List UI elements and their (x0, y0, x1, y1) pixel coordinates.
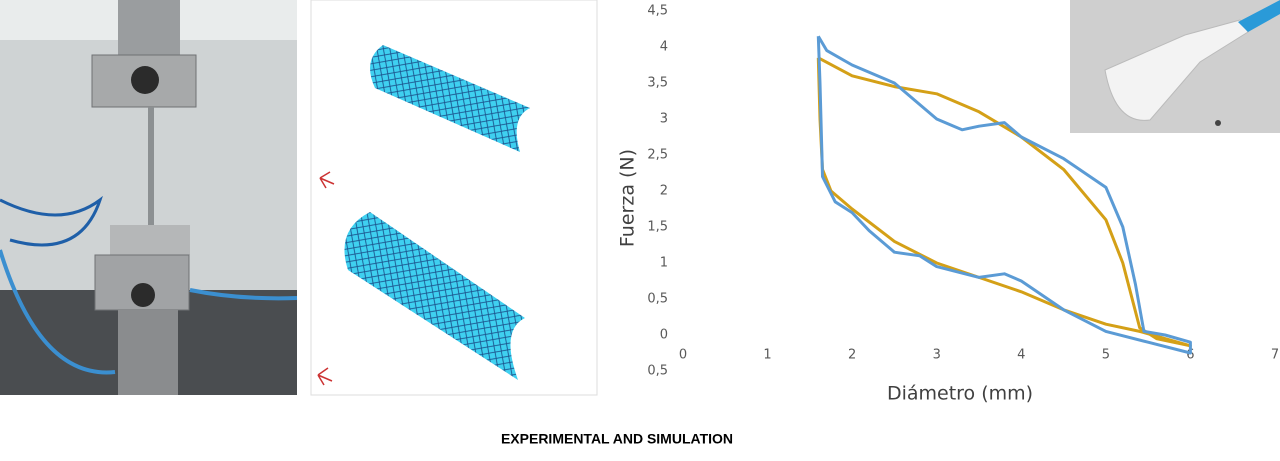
y-tick-label: 3 (660, 112, 668, 127)
caption: EXPERIMENTAL AND SIMULATION (501, 431, 733, 447)
x-axis-label: Diámetro (mm) (887, 383, 1033, 405)
y-tick-label: 2,5 (647, 148, 668, 163)
x-tick-label: 1 (763, 348, 771, 363)
y-tick-label: 1 (660, 256, 668, 271)
x-tick-label: 3 (933, 348, 941, 363)
y-tick-label: 4 (660, 40, 668, 55)
x-tick-label: 2 (848, 348, 856, 363)
inset-image (1070, 0, 1280, 133)
x-tick-label: 7 (1271, 348, 1279, 363)
data-line (816, 35, 1192, 355)
x-tick-label: 0 (679, 348, 687, 363)
chart: 0,5 0 0,5 1 1,5 2 2,5 3 3,5 4 4,5 0 1 2 3 4 5 6 7 Diámetro … (617, 4, 1280, 405)
y-tick-label: 2 (660, 184, 668, 199)
test-machine-photo (0, 0, 298, 395)
x-tick-label: 6 (1186, 348, 1194, 363)
x-tick-label: 4 (1017, 348, 1025, 363)
y-tick-label: 0 (660, 328, 668, 343)
y-tick-label: 3,5 (647, 76, 668, 91)
y-tick-label: 4,5 (647, 4, 668, 19)
y-tick-label: 0,5 (647, 292, 668, 307)
x-tick-label: 5 (1102, 348, 1110, 363)
y-tick-label: 1,5 (647, 220, 668, 235)
y-axis-label: Fuerza (N) (617, 149, 639, 247)
y-tick-label: 0,5 (647, 364, 668, 379)
simulation-render (310, 0, 598, 396)
